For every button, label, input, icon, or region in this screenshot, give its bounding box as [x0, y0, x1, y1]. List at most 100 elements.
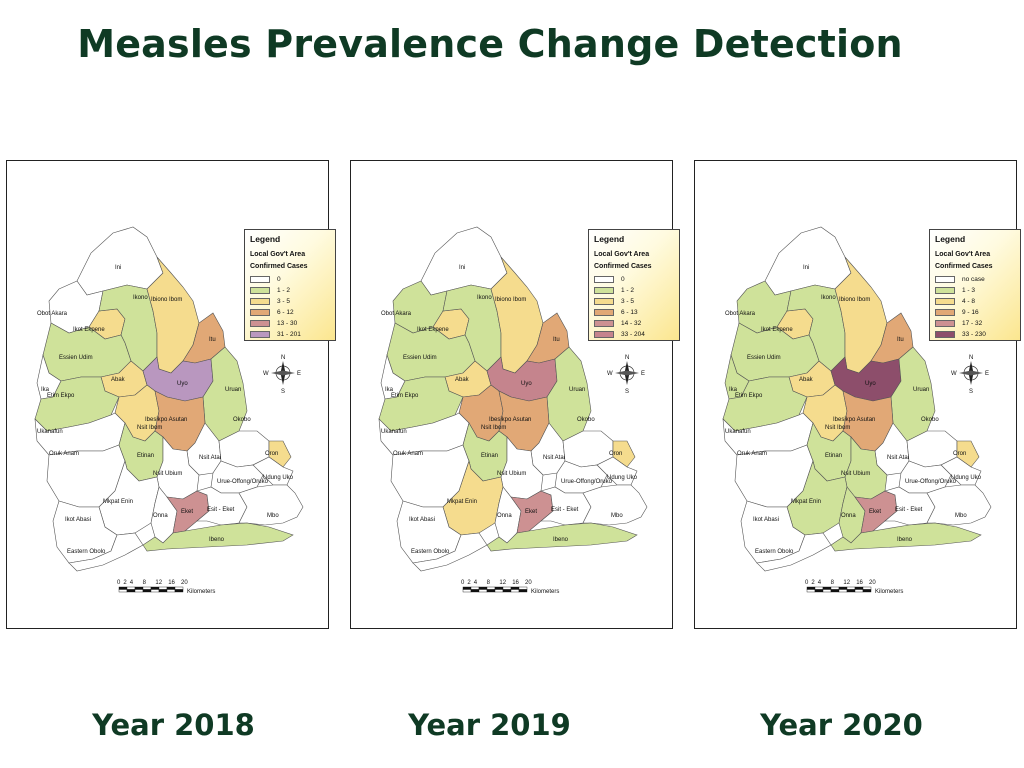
- scale-tick-label: 8: [143, 580, 147, 586]
- lga-label-ukanafun: Ukanafun: [725, 429, 751, 435]
- legend-class-label: 6 - 13: [621, 308, 638, 316]
- lga-label-ukanafun: Ukanafun: [37, 429, 63, 435]
- lga-label-eket: Eket: [869, 509, 881, 515]
- legend-class-label: 17 - 32: [962, 319, 983, 327]
- lga-label-abak: Abak: [111, 377, 126, 383]
- legend-class-label: 13 - 30: [277, 319, 298, 327]
- lga-label-mbo: Mbo: [611, 513, 623, 519]
- lga-label-ikono: Ikono: [133, 295, 148, 301]
- lga-label-okobo: Okobo: [233, 417, 251, 423]
- lga-label-eastern-obolo: Eastern Obolo: [67, 549, 106, 555]
- lga-label-ini: Ini: [803, 265, 809, 271]
- legend-swatch: [250, 308, 270, 316]
- legend-class-row: 1 - 3: [935, 285, 1015, 295]
- legend-swatch: [935, 319, 955, 327]
- legend-2019: Legend Local Gov't Area Confirmed Cases …: [588, 229, 680, 341]
- lga-esit-eket: [196, 486, 248, 526]
- legend-class-row: 17 - 32: [935, 318, 1015, 328]
- legend-swatch: [250, 330, 270, 338]
- legend-class-label: 31 - 201: [277, 330, 301, 338]
- lga-label-okobo: Okobo: [577, 417, 595, 423]
- legend-class-row: 0: [250, 274, 330, 284]
- lga-oron: [612, 440, 636, 468]
- scale-tick-label: 4: [818, 580, 822, 586]
- lga-label-ikot-ekpene: Ikot Ekpene: [73, 327, 105, 333]
- legend-class-label: 0: [277, 275, 281, 283]
- lga-label-eket: Eket: [525, 509, 537, 515]
- scale-tick-label: 16: [512, 580, 519, 586]
- lga-ini: [76, 226, 164, 296]
- lga-label-esit-eket: Esit - Eket: [551, 507, 579, 513]
- legend-class-label: 3 - 5: [277, 297, 291, 305]
- lga-label-eastern-obolo: Eastern Obolo: [411, 549, 450, 555]
- legend-swatch: [935, 275, 955, 283]
- scale-unit-label: Kilometers: [531, 589, 559, 595]
- lga-label-udung-uko: Udung Uko: [607, 475, 638, 481]
- legend-class-label: 0: [621, 275, 625, 283]
- lga-label-mkpat-enin: Mkpat Enin: [103, 499, 133, 505]
- lga-label-ibiono-ibom: Ibiono Ibom: [839, 297, 870, 303]
- legend-class-row: 33 - 230: [935, 329, 1015, 339]
- lga-label-esit-eket: Esit - Eket: [207, 507, 235, 513]
- legend-class-row: 0: [594, 274, 674, 284]
- legend-class-row: 14 - 32: [594, 318, 674, 328]
- legend-class-label: 33 - 204: [621, 330, 645, 338]
- page-title: Measles Prevalence Change Detection: [77, 22, 903, 66]
- lga-label-ibesikpo-asutan: Ibesikpo Asutan: [833, 417, 875, 423]
- lga-label-ini: Ini: [115, 265, 121, 271]
- lga-label-ika: Ika: [41, 387, 50, 393]
- map-panel-2020: Ini Obot Akara Ikot Ekpene Ikono Ibiono Ibom…: [694, 160, 1021, 629]
- scale-tick-label: 0: [117, 580, 121, 586]
- compass-s-label: S: [625, 389, 629, 395]
- compass-rose-icon: N S E W: [951, 355, 989, 395]
- lga-label-etim-ekpo: Etim Ekpo: [47, 393, 75, 399]
- lga-label-itu: Itu: [209, 337, 216, 343]
- legend-title: Legend: [250, 234, 281, 244]
- lga-label-nsit-ibom: Nsit Ibom: [481, 425, 506, 431]
- lga-label-abak: Abak: [455, 377, 470, 383]
- lga-label-urue-offong-oruko: Urue-Offong/Oruko: [905, 479, 957, 485]
- lga-label-eket: Eket: [181, 509, 193, 515]
- lga-label-ikot-abasi: Ikot Abasi: [409, 517, 435, 523]
- map-panel-2018: Ini Obot Akara Ikot Ekpene Ikono Ibiono Ibom…: [6, 160, 336, 629]
- lga-polygons: [722, 226, 992, 572]
- scale-tick-label: 0: [805, 580, 809, 586]
- compass-e-label: E: [297, 371, 301, 377]
- legend-class-row: 33 - 204: [594, 329, 674, 339]
- lga-label-nsit-ibom: Nsit Ibom: [825, 425, 850, 431]
- lga-label-uyo: Uyo: [177, 381, 188, 387]
- compass-n-label: N: [281, 355, 285, 361]
- lga-oron: [268, 440, 292, 468]
- scale-bar: 0 2 4 8 12 16 20 Kilometers: [805, 580, 903, 595]
- lga-label-itu: Itu: [553, 337, 560, 343]
- compass-rose-icon: N S E W: [607, 355, 645, 395]
- year-label-2020: Year 2020: [760, 708, 923, 742]
- lga-eastern-obolo: [68, 532, 144, 572]
- lga-ibeno: [830, 522, 982, 552]
- legend-class-label: 6 - 12: [277, 308, 294, 316]
- lga-ibeno: [486, 522, 638, 552]
- legend-swatch: [250, 319, 270, 327]
- lga-label-ukanafun: Ukanafun: [381, 429, 407, 435]
- lga-label-nsit-atai: Nsit Atai: [887, 455, 909, 461]
- lga-label-ibeno: Ibeno: [553, 537, 569, 543]
- lga-label-ibeno: Ibeno: [209, 537, 225, 543]
- scale-bar: 0 2 4 8 12 16 20 Kilometers: [461, 580, 559, 595]
- legend-swatch: [935, 330, 955, 338]
- scale-tick-label: 8: [831, 580, 835, 586]
- compass-n-label: N: [969, 355, 973, 361]
- scale-tick-label: 20: [869, 580, 876, 586]
- lga-labels: Ini Obot Akara Ikot Ekpene Ikono Ibiono Ibom…: [725, 265, 982, 555]
- legend-subtitle-1: Local Gov't Area: [935, 251, 991, 258]
- lga-label-ibiono-ibom: Ibiono Ibom: [151, 297, 182, 303]
- lga-label-essien-udim: Essien Udim: [747, 355, 781, 361]
- lga-label-ibesikpo-asutan: Ibesikpo Asutan: [145, 417, 187, 423]
- lga-label-ikot-ekpene: Ikot Ekpene: [417, 327, 449, 333]
- lga-label-etinan: Etinan: [137, 453, 154, 459]
- lga-label-ibesikpo-asutan: Ibesikpo Asutan: [489, 417, 531, 423]
- legend-class-row: 1 - 2: [250, 285, 330, 295]
- compass-e-label: E: [641, 371, 645, 377]
- lga-label-esit-eket: Esit - Eket: [895, 507, 923, 513]
- legend-class-row: 1 - 2: [594, 285, 674, 295]
- lga-esit-eket: [540, 486, 592, 526]
